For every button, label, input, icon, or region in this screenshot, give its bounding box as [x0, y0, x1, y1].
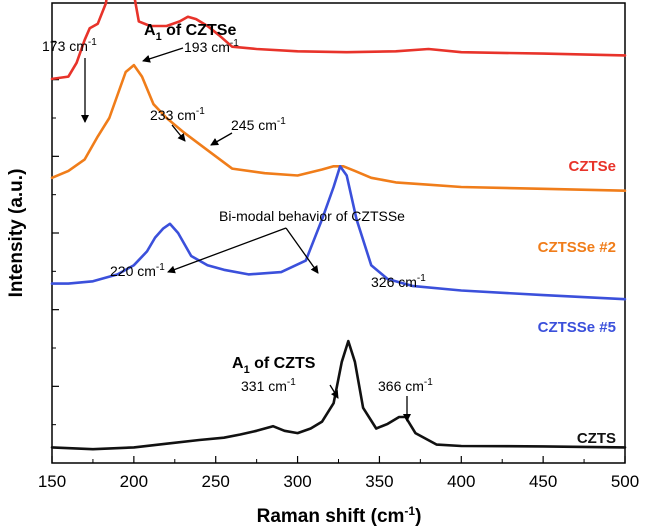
series-line-cztsse-2 — [50, 63, 627, 192]
peak-label-331: 331 cm-1 — [241, 377, 296, 394]
x-axis-ticks — [51, 456, 626, 463]
peak-label-193: 193 cm-1 — [184, 38, 239, 55]
arrow-326 — [285, 227, 319, 274]
y-axis-title: Intensity (a.u.) — [6, 169, 27, 298]
x-tick-label-500: 500 — [611, 472, 639, 491]
series-group — [50, 0, 627, 451]
series-line-czts — [50, 339, 627, 451]
arrow-233 — [171, 124, 186, 142]
x-tick-label-400: 400 — [447, 472, 475, 491]
x-tick-label-250: 250 — [202, 472, 230, 491]
annotation-arrows — [81, 47, 411, 422]
peak-label-233: 233 cm-1 — [150, 106, 205, 123]
x-tick-label-450: 450 — [529, 472, 557, 491]
series-label-cztse: CZTSe — [568, 158, 616, 175]
arrow-193 — [142, 47, 184, 63]
x-tick-label-350: 350 — [365, 472, 393, 491]
x-tick-label-300: 300 — [283, 472, 311, 491]
peak-label-326: 326 cm-1 — [371, 273, 426, 290]
x-tick-label-200: 200 — [120, 472, 148, 491]
annotation-a1-czts: A1 of CZTS — [232, 355, 316, 376]
x-tick-label-150: 150 — [38, 472, 66, 491]
x-axis-tick-labels: 150 200 250 300 350 400 450 500 — [38, 472, 639, 491]
series-line-cztsse-5 — [50, 165, 627, 301]
series-label-cztsse5: CZTSSe #5 — [538, 319, 616, 336]
x-axis-title: Raman shift (cm-1) — [257, 504, 422, 527]
peak-label-245: 245 cm-1 — [231, 116, 286, 133]
arrow-245 — [210, 132, 233, 146]
y-axis-ticks — [52, 40, 59, 426]
peak-label-366: 366 cm-1 — [378, 377, 433, 394]
series-label-czts: CZTS — [577, 430, 616, 447]
series-label-cztsse2: CZTSSe #2 — [538, 239, 616, 256]
arrow-220 — [167, 227, 287, 274]
peak-label-220: 220 cm-1 — [110, 262, 165, 279]
arrow-331 — [329, 384, 339, 399]
peak-label-173: 173 cm-1 — [42, 37, 97, 54]
annotation-a1-cztse: A1 of CZTSe — [144, 22, 236, 43]
annotation-bimodal: Bi-modal behavior of CZTSSe — [219, 208, 405, 224]
series-line-cztse — [50, 0, 627, 81]
